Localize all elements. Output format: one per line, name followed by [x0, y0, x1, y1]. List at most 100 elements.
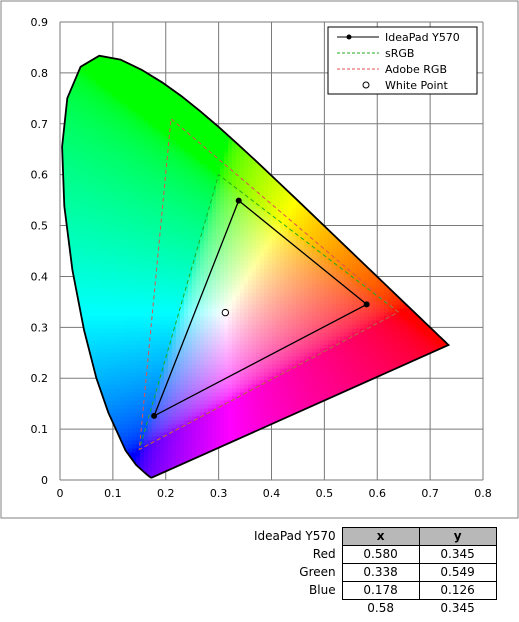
locus-color-cell	[248, 248, 253, 254]
locus-color-cell	[176, 196, 181, 202]
locus-color-cell	[116, 180, 121, 186]
locus-color-cell	[172, 200, 177, 206]
locus-color-cell	[172, 236, 177, 242]
locus-color-cell	[168, 200, 173, 206]
locus-color-cell	[160, 192, 165, 198]
locus-color-cell	[132, 184, 137, 190]
locus-color-cell	[100, 76, 105, 82]
locus-color-cell	[276, 192, 281, 198]
locus-color-cell	[200, 180, 205, 186]
locus-color-cell	[148, 236, 153, 242]
locus-color-cell	[172, 220, 177, 226]
locus-color-cell	[216, 140, 221, 146]
locus-color-cell	[64, 132, 69, 138]
locus-color-cell	[188, 124, 193, 130]
locus-color-cell	[140, 112, 145, 118]
locus-color-cell	[236, 172, 241, 178]
locus-color-cell	[168, 196, 173, 202]
locus-color-cell	[264, 236, 269, 242]
locus-color-cell	[176, 144, 181, 150]
locus-color-cell	[144, 208, 149, 214]
locus-color-cell	[80, 96, 85, 102]
locus-color-cell	[236, 160, 241, 166]
locus-color-cell	[160, 208, 165, 214]
locus-color-cell	[232, 196, 237, 202]
locus-color-cell	[252, 192, 257, 198]
locus-color-cell	[156, 96, 161, 102]
locus-color-cell	[72, 236, 77, 242]
locus-color-cell	[132, 132, 137, 138]
locus-color-cell	[72, 140, 77, 146]
locus-color-cell	[204, 168, 209, 174]
locus-color-cell	[156, 176, 161, 182]
locus-color-cell	[276, 204, 281, 210]
locus-color-cell	[140, 252, 145, 258]
locus-color-cell	[96, 244, 101, 250]
locus-color-cell	[144, 188, 149, 194]
locus-color-cell	[208, 156, 213, 162]
locus-color-cell	[120, 76, 125, 82]
locus-color-cell	[324, 228, 329, 234]
locus-color-cell	[224, 196, 229, 202]
locus-color-cell	[208, 168, 213, 174]
locus-color-cell	[288, 220, 293, 226]
locus-color-cell	[140, 108, 145, 114]
locus-color-cell	[148, 156, 153, 162]
locus-color-cell	[108, 196, 113, 202]
locus-color-cell	[168, 180, 173, 186]
locus-color-cell	[196, 176, 201, 182]
locus-color-cell	[108, 124, 113, 130]
locus-color-cell	[304, 244, 309, 250]
locus-color-cell	[68, 224, 73, 230]
locus-color-cell	[196, 204, 201, 210]
locus-color-cell	[188, 252, 193, 258]
locus-color-cell	[80, 148, 85, 154]
locus-color-cell	[72, 248, 77, 254]
locus-color-cell	[120, 188, 125, 194]
locus-color-cell	[68, 232, 73, 238]
locus-color-cell	[216, 144, 221, 150]
locus-color-cell	[108, 64, 113, 70]
locus-color-cell	[196, 192, 201, 198]
locus-color-cell	[100, 60, 105, 66]
locus-color-cell	[240, 236, 245, 242]
locus-color-cell	[84, 116, 89, 122]
locus-color-cell	[204, 240, 209, 246]
locus-color-cell	[120, 64, 125, 70]
locus-color-cell	[260, 176, 265, 182]
locus-color-cell	[188, 224, 193, 230]
locus-color-cell	[268, 240, 273, 246]
locus-color-cell	[92, 128, 97, 134]
locus-color-cell	[156, 200, 161, 206]
locus-color-cell	[64, 148, 69, 154]
locus-color-cell	[168, 124, 173, 130]
locus-color-cell	[120, 132, 125, 138]
locus-color-cell	[196, 160, 201, 166]
locus-color-cell	[64, 156, 69, 162]
locus-color-cell	[324, 236, 329, 242]
locus-color-cell	[108, 104, 113, 110]
locus-color-cell	[104, 200, 109, 206]
locus-color-cell	[112, 204, 117, 210]
locus-color-cell	[180, 172, 185, 178]
locus-color-cell	[252, 184, 257, 190]
locus-color-cell	[92, 80, 97, 86]
locus-color-cell	[92, 164, 97, 170]
locus-color-cell	[124, 220, 129, 226]
locus-color-cell	[116, 96, 121, 102]
locus-color-cell	[72, 152, 77, 158]
locus-color-cell	[68, 192, 73, 198]
locus-color-cell	[180, 140, 185, 146]
locus-color-cell	[188, 240, 193, 246]
locus-color-cell	[176, 140, 181, 146]
locus-color-cell	[160, 172, 165, 178]
locus-color-cell	[180, 252, 185, 258]
locus-color-cell	[288, 208, 293, 214]
locus-color-cell	[112, 160, 117, 166]
locus-color-cell	[96, 72, 101, 78]
locus-color-cell	[156, 164, 161, 170]
locus-color-cell	[176, 172, 181, 178]
locus-color-cell	[128, 116, 133, 122]
locus-color-cell	[72, 88, 77, 94]
locus-color-cell	[152, 116, 157, 122]
